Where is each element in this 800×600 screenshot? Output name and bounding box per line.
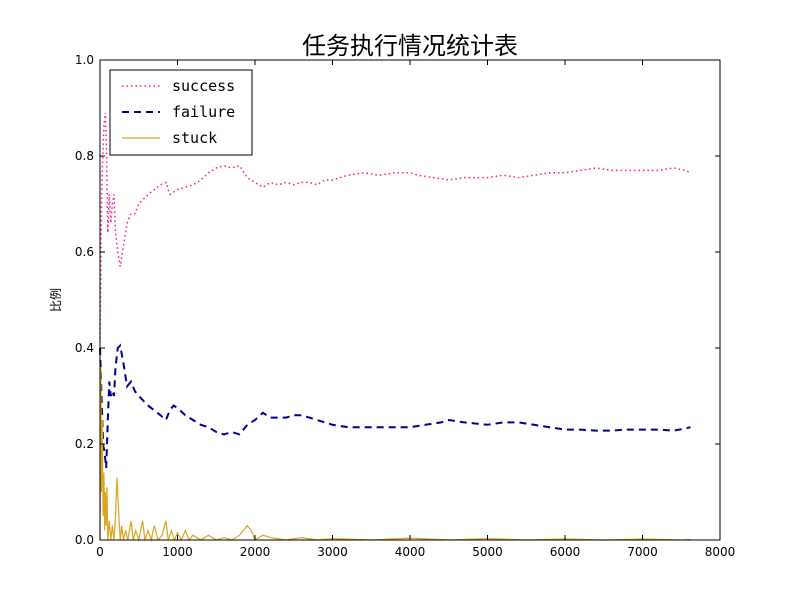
x-tick-label: 7000 — [627, 545, 658, 559]
x-tick-label: 8000 — [705, 545, 736, 559]
x-axis: 0 1000 2000 3000 4000 5000 6000 7000 8000 — [96, 60, 735, 559]
x-tick-label: 6000 — [550, 545, 581, 559]
y-tick-label: 0.0 — [75, 533, 94, 547]
y-tick-label: 0.8 — [75, 149, 94, 163]
series-line-success — [99, 112, 691, 339]
x-tick-label: 5000 — [472, 545, 503, 559]
legend-label-success: success — [172, 77, 235, 95]
plot-lines — [99, 112, 691, 543]
y-tick-label: 0.6 — [75, 245, 94, 259]
legend-entry-success: success — [122, 77, 235, 95]
legend: success failure stuck — [109, 69, 253, 156]
series-line-stuck — [99, 367, 691, 543]
y-tick-label: 1.0 — [75, 53, 94, 67]
legend-label-failure: failure — [172, 103, 235, 121]
legend-box — [109, 69, 253, 156]
x-tick-label: 2000 — [240, 545, 271, 559]
y-axis-label: 比例 — [49, 288, 63, 312]
series-line-failure — [99, 343, 691, 469]
y-axis: 0.0 0.2 0.4 0.6 0.8 1.0 — [75, 53, 720, 547]
legend-entry-stuck: stuck — [122, 129, 217, 147]
legend-label-stuck: stuck — [172, 129, 217, 147]
y-tick-label: 0.2 — [75, 437, 94, 451]
chart-title: 任务执行情况统计表 — [302, 32, 518, 60]
x-tick-label: 4000 — [395, 545, 426, 559]
legend-entry-failure: failure — [122, 103, 235, 121]
x-tick-label: 3000 — [317, 545, 348, 559]
x-tick-label: 1000 — [162, 545, 193, 559]
y-tick-label: 0.4 — [75, 341, 94, 355]
x-tick-label: 0 — [96, 545, 104, 559]
